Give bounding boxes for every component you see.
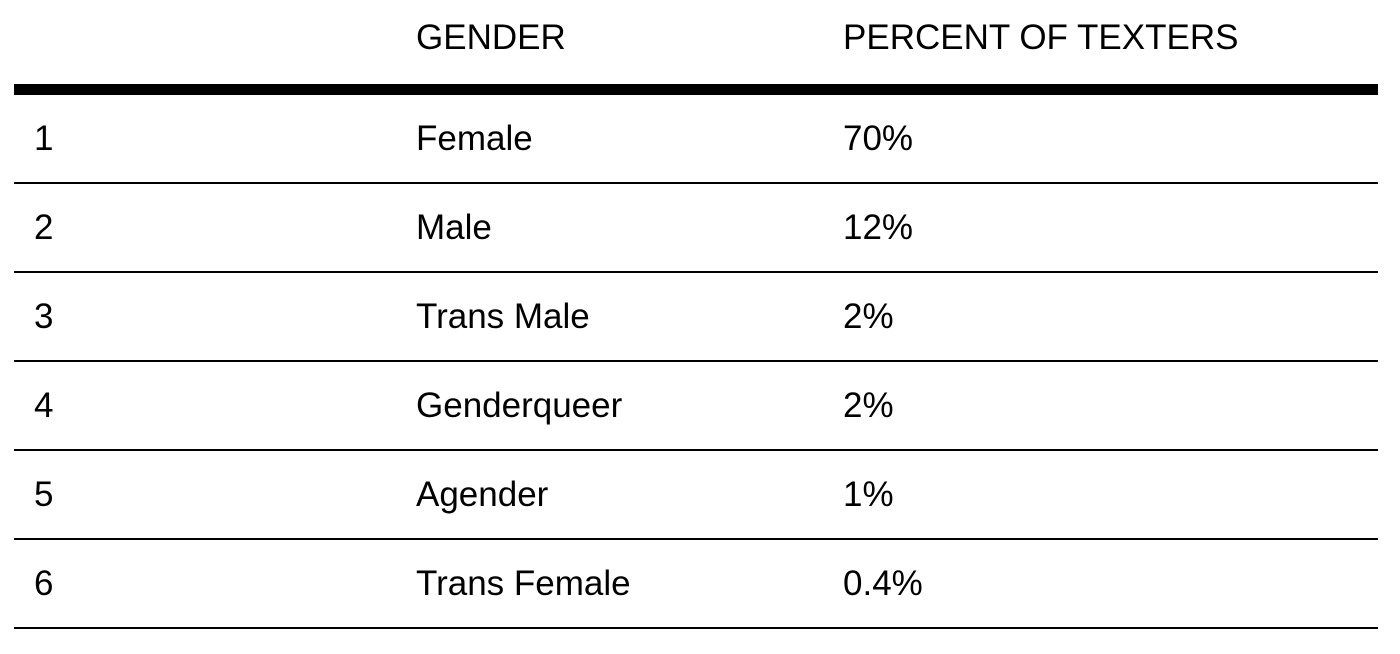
row-percent: 2% [843, 297, 894, 336]
gender-table: GENDER PERCENT OF TEXTERS 1 Female 70% 2 Mal… [14, 0, 1378, 629]
table-row: 6 Trans Female 0.4% [14, 540, 1378, 629]
row-rank: 6 [34, 564, 54, 603]
row-gender: Agender [416, 475, 549, 514]
row-percent: 70% [843, 119, 914, 158]
row-percent: 2% [843, 386, 894, 425]
table-row: 2 Male 12% [14, 184, 1378, 273]
table-header-row: GENDER PERCENT OF TEXTERS [14, 0, 1378, 95]
row-rank: 3 [34, 297, 54, 336]
table-row: 1 Female 70% [14, 95, 1378, 184]
row-gender: Male [416, 208, 492, 247]
row-percent: 0.4% [843, 564, 923, 603]
table-row: 4 Genderqueer 2% [14, 362, 1378, 451]
row-gender: Trans Male [416, 297, 590, 336]
table-body: 1 Female 70% 2 Male 12% 3 Trans Male 2% 4 Genderqu… [14, 95, 1378, 629]
table-row: 3 Trans Male 2% [14, 273, 1378, 362]
row-percent: 1% [843, 475, 894, 514]
header-percent: PERCENT OF TEXTERS [843, 17, 1239, 57]
row-rank: 2 [34, 208, 54, 247]
row-gender: Genderqueer [416, 386, 623, 425]
header-gender: GENDER [416, 17, 566, 57]
row-rank: 5 [34, 475, 54, 514]
row-gender: Female [416, 119, 533, 158]
row-percent: 12% [843, 208, 914, 247]
row-gender: Trans Female [416, 564, 631, 603]
row-rank: 4 [34, 386, 54, 425]
row-rank: 1 [34, 119, 54, 158]
table-row: 5 Agender 1% [14, 451, 1378, 540]
